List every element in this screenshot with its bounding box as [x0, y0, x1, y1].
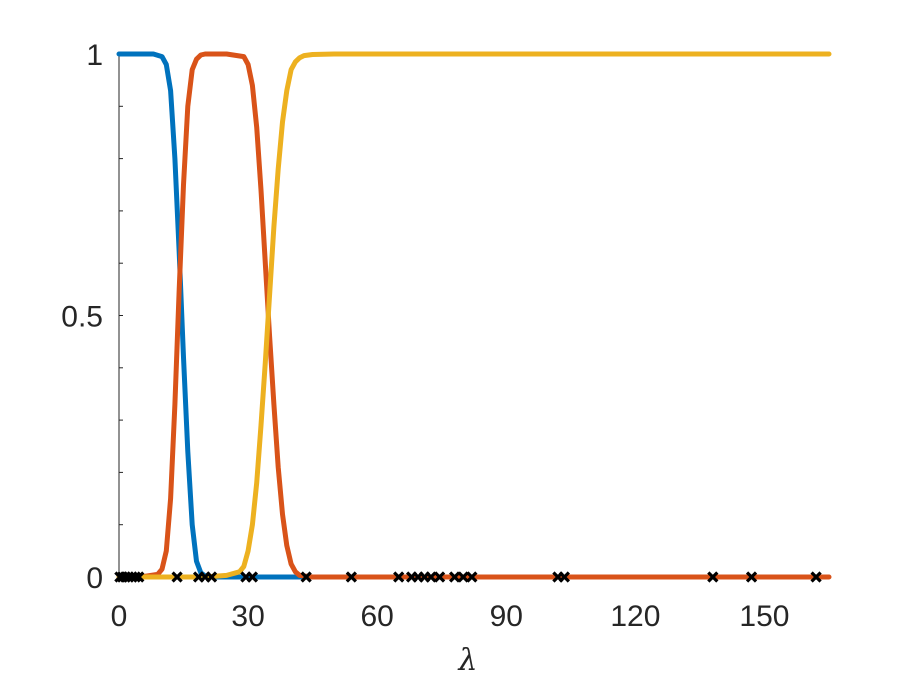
- x-marker: [171, 571, 183, 583]
- x-tick-label: 30: [231, 600, 264, 633]
- x-marker: [205, 571, 218, 583]
- x-tick-label: 60: [360, 600, 393, 633]
- x-tick-label: 0: [111, 600, 128, 633]
- x-marker: [425, 571, 437, 583]
- x-tick-label: 150: [739, 600, 789, 633]
- x-marker: [129, 571, 141, 583]
- x-marker: [707, 571, 719, 583]
- x-axis-label: λ: [457, 643, 477, 678]
- series-layer: [116, 51, 832, 580]
- x-tick-label: 120: [610, 600, 660, 633]
- x-marker: [133, 571, 145, 583]
- series-line-1: [116, 51, 307, 580]
- x-marker: [300, 571, 312, 583]
- x-marker: [466, 571, 478, 583]
- x-tick-labels: 0 30 60 90 120 150: [111, 600, 790, 633]
- x-marker: [433, 571, 446, 583]
- y-tick-labels: 00.51: [61, 39, 103, 595]
- x-marker: [345, 571, 357, 583]
- x-marker: [457, 571, 469, 583]
- y-minor-ticks: [119, 53, 123, 578]
- x-marker: [810, 571, 822, 583]
- x-marker: [393, 571, 405, 583]
- x-tick-label: 90: [490, 600, 523, 633]
- marker-layer: [114, 571, 822, 583]
- series-line-2: [116, 51, 832, 580]
- x-marker: [558, 571, 570, 583]
- x-marker: [449, 571, 461, 583]
- y-tick-label: 1: [86, 39, 103, 72]
- series-line-3: [116, 51, 832, 580]
- y-tick-label: 0.5: [61, 301, 103, 334]
- y-tick-label: 0: [86, 562, 103, 595]
- x-marker: [745, 571, 758, 583]
- x-marker: [246, 571, 259, 583]
